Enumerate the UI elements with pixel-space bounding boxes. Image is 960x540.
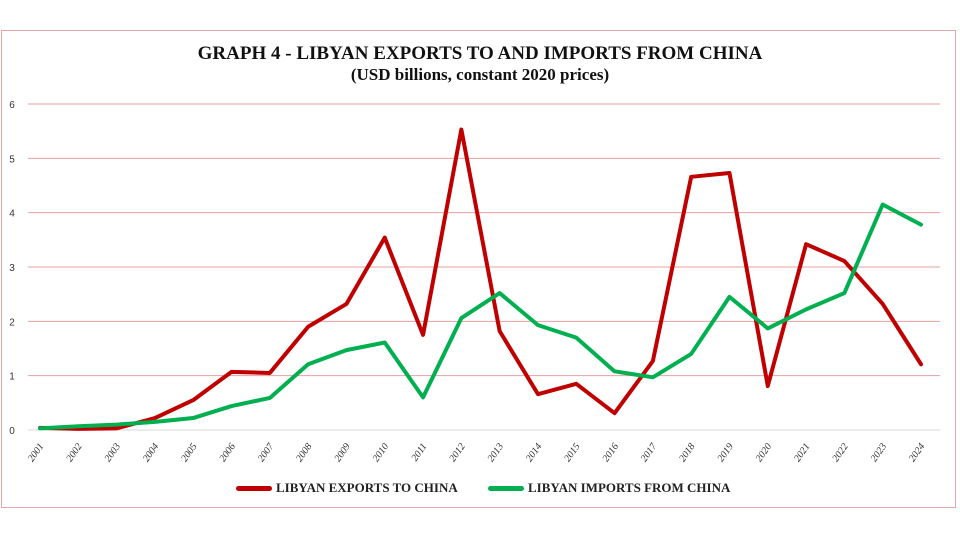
legend-label-imports: LIBYAN IMPORTS FROM CHINA	[528, 480, 731, 495]
y-tick-label: 6	[9, 100, 15, 111]
y-tick-label: 5	[9, 154, 15, 165]
x-tick-label: 2020	[754, 441, 774, 464]
x-tick-label: 2011	[409, 441, 429, 463]
chart-title: GRAPH 4 - LIBYAN EXPORTS TO AND IMPORTS …	[197, 43, 763, 64]
x-tick-label: 2014	[524, 441, 544, 464]
legend-swatch-exports	[236, 485, 272, 491]
x-tick-label: 2008	[294, 441, 314, 464]
legend-item-exports: LIBYAN EXPORTS TO CHINA	[236, 480, 458, 496]
x-tick-label: 2021	[792, 441, 812, 464]
x-tick-label: 2005	[179, 441, 199, 464]
x-tick-label: 2001	[26, 441, 46, 464]
y-tick-label: 2	[9, 317, 15, 328]
x-tick-label: 2006	[217, 441, 237, 464]
legend-label-exports: LIBYAN EXPORTS TO CHINA	[276, 480, 458, 495]
chart-subtitle: (USD billions, constant 2020 prices)	[350, 65, 610, 84]
x-tick-label: 2023	[869, 441, 889, 464]
x-tick-label: 2017	[639, 441, 660, 465]
y-tick-label: 1	[9, 372, 15, 383]
x-tick-label: 2004	[141, 441, 161, 464]
x-tick-label: 2015	[562, 441, 582, 464]
x-tick-label: 2013	[486, 441, 506, 464]
imports-line	[38, 202, 923, 431]
x-tick-label: 2016	[601, 441, 621, 464]
x-tick-label: 2024	[907, 441, 927, 464]
y-tick-label: 4	[9, 209, 15, 220]
x-tick-label: 2022	[830, 441, 850, 464]
x-tick-label: 2018	[677, 441, 697, 464]
x-tick-label: 2012	[447, 441, 467, 464]
x-tick-label: 2007	[256, 441, 277, 465]
x-tick-label: 2019	[715, 441, 735, 464]
x-tick-label: 2002	[64, 441, 84, 464]
legend-swatch-imports	[488, 485, 524, 491]
x-tick-label: 2010	[371, 441, 391, 464]
x-tick-label: 2009	[332, 441, 352, 464]
x-tick-label: 2003	[103, 441, 123, 464]
chart-frame	[1, 30, 956, 508]
exports-line	[38, 127, 923, 431]
y-tick-label: 3	[9, 263, 15, 274]
legend-item-imports: LIBYAN IMPORTS FROM CHINA	[488, 480, 730, 496]
y-tick-label: 0	[9, 426, 15, 437]
